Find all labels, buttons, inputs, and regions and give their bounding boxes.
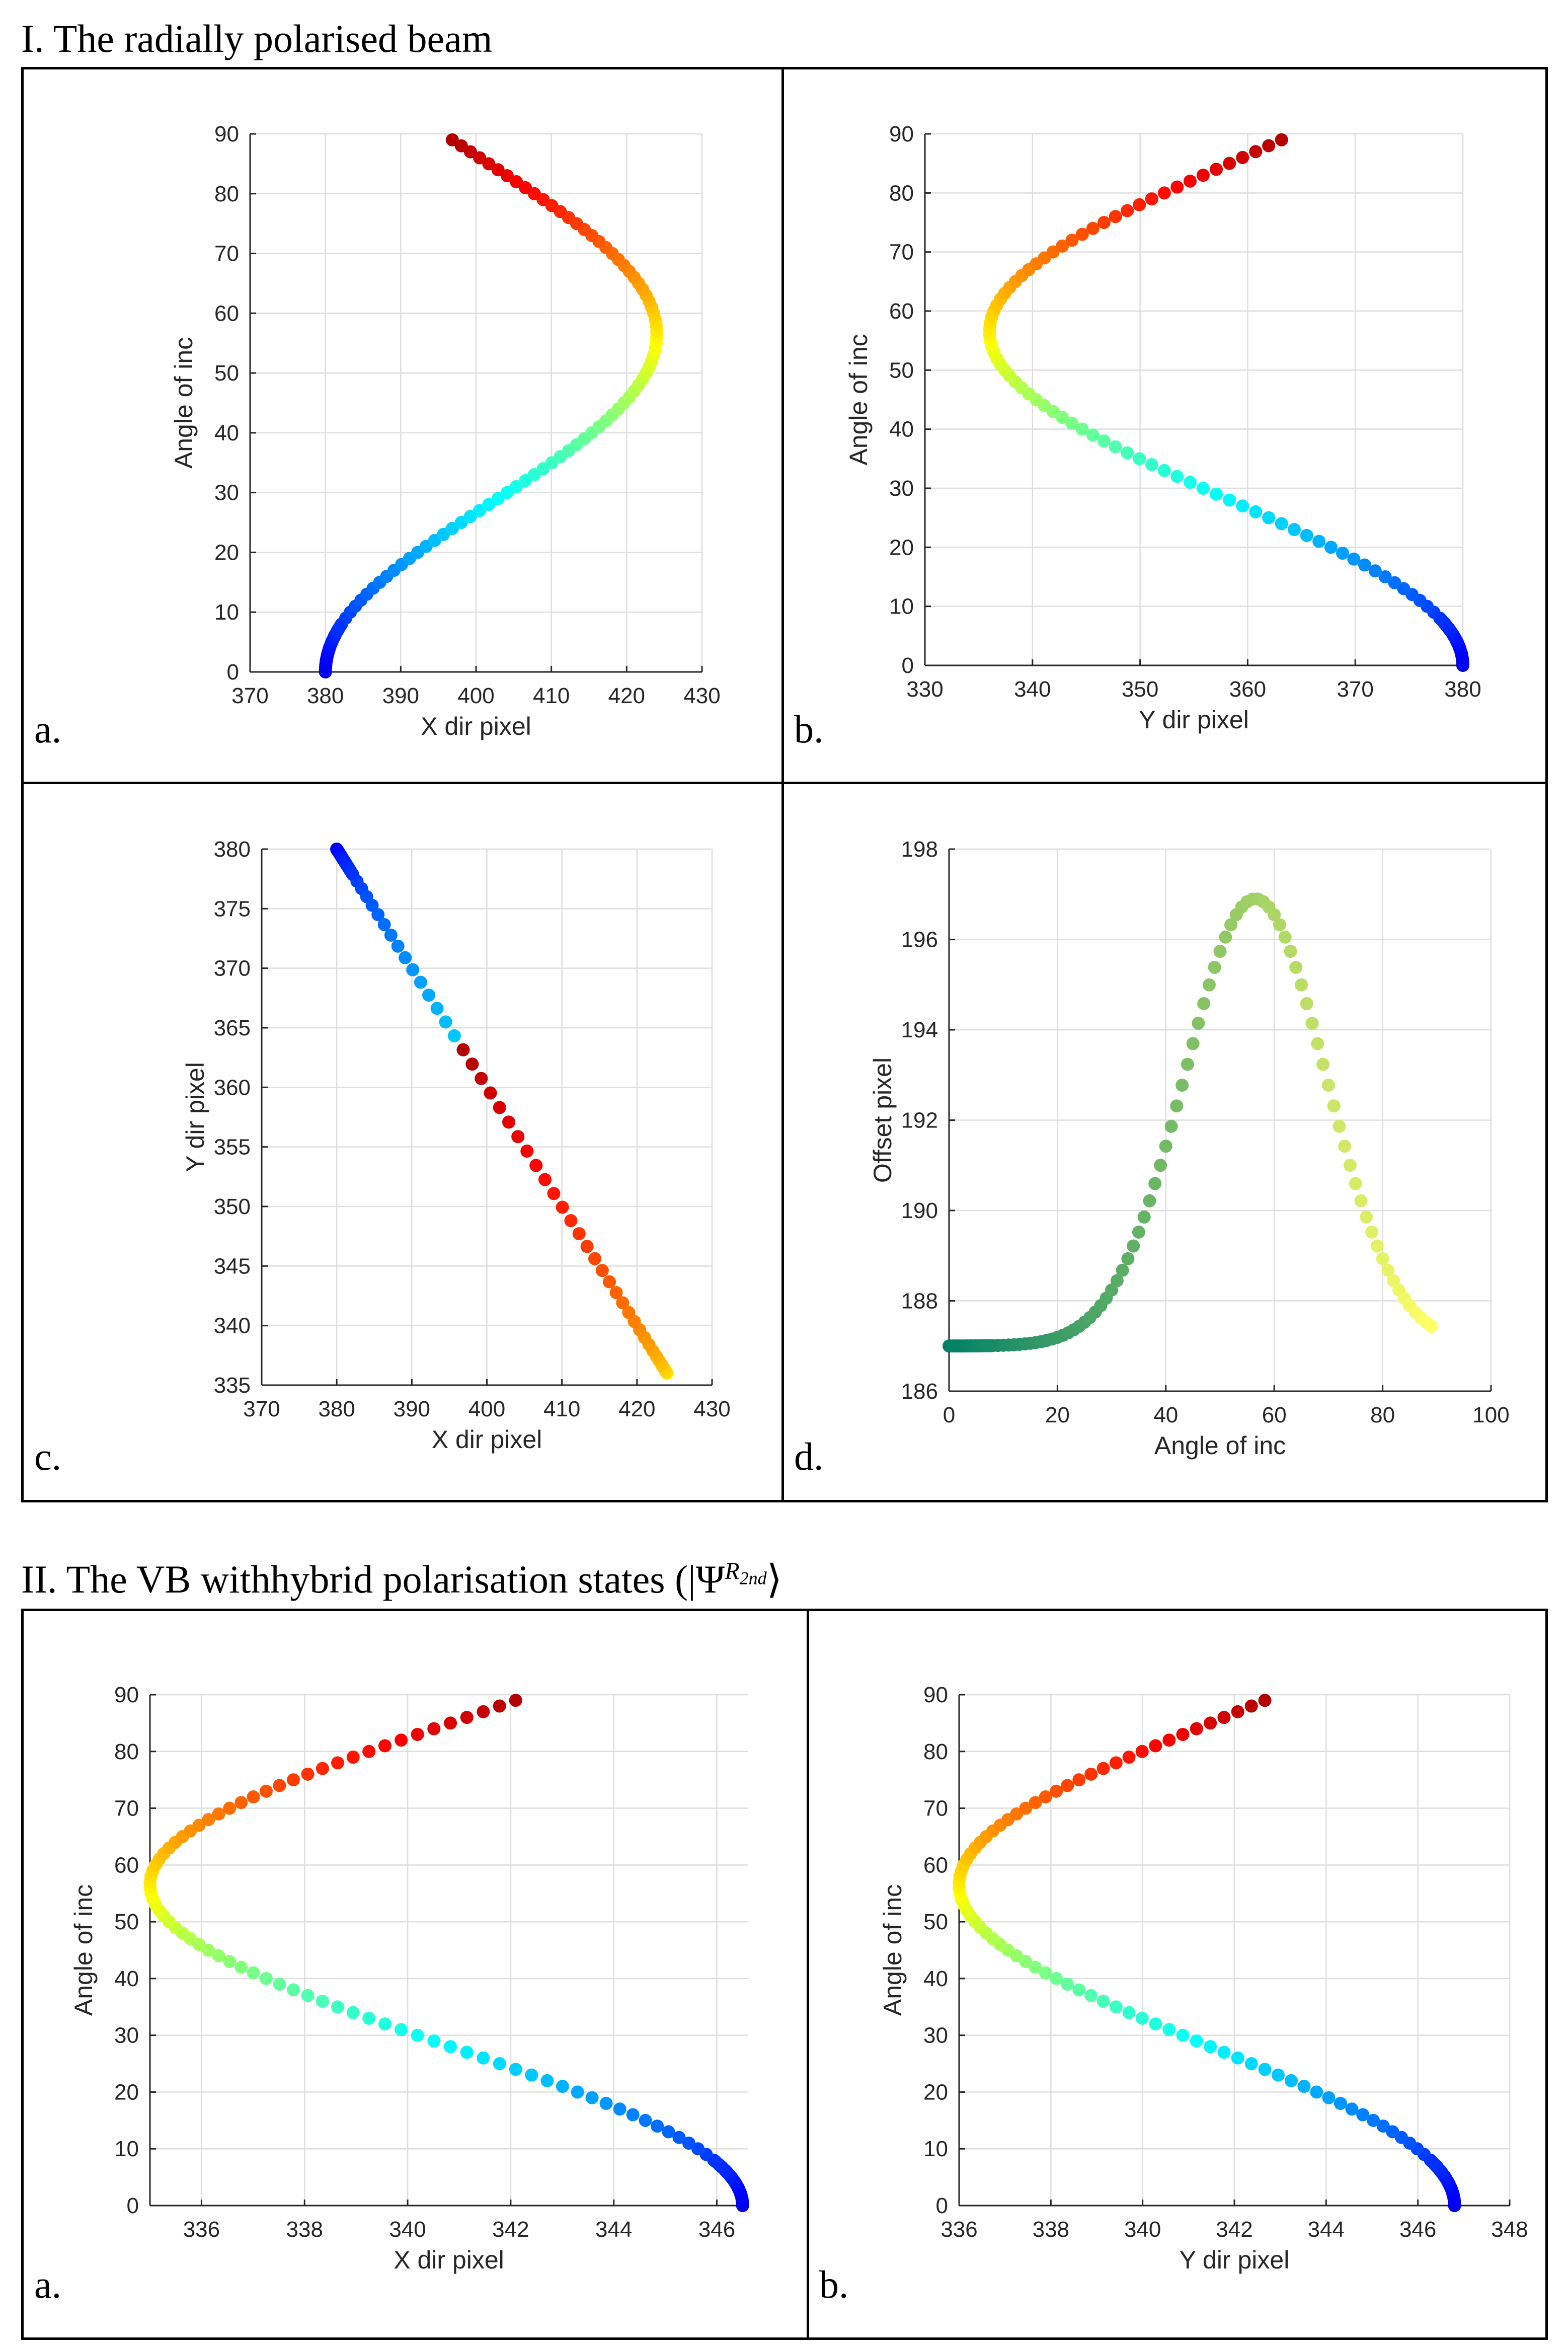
section-title-hybrid-suffix: ⟩ (766, 1557, 782, 1601)
section-title-hybrid: II. The VB withhybrid polarisation state… (21, 1559, 782, 1599)
section-title-hybrid-sup: R2nd (725, 1558, 767, 1588)
section-title-radial: I. The radially polarised beam (21, 17, 493, 60)
panel-label-I-d: d. (794, 1434, 824, 1478)
panel-label-II-a: a. (34, 2262, 62, 2306)
frame-divider-horizontal (21, 782, 1548, 784)
frame-divider-vertical (781, 67, 784, 1502)
panel-label-I-b: b. (794, 707, 824, 751)
panel-label-II-b: b. (819, 2262, 849, 2306)
section-frame-hybrid (21, 1609, 1548, 2340)
section-title-hybrid-prefix: II. The VB withhybrid polarisation state… (21, 1557, 725, 1601)
frame-divider-vertical-2 (807, 1609, 809, 2340)
section-frame-radial (21, 67, 1548, 1502)
panel-label-I-a: a. (34, 707, 62, 751)
panel-label-I-c: c. (34, 1434, 62, 1478)
section-title-hybrid-sub: 2nd (739, 1568, 767, 1588)
